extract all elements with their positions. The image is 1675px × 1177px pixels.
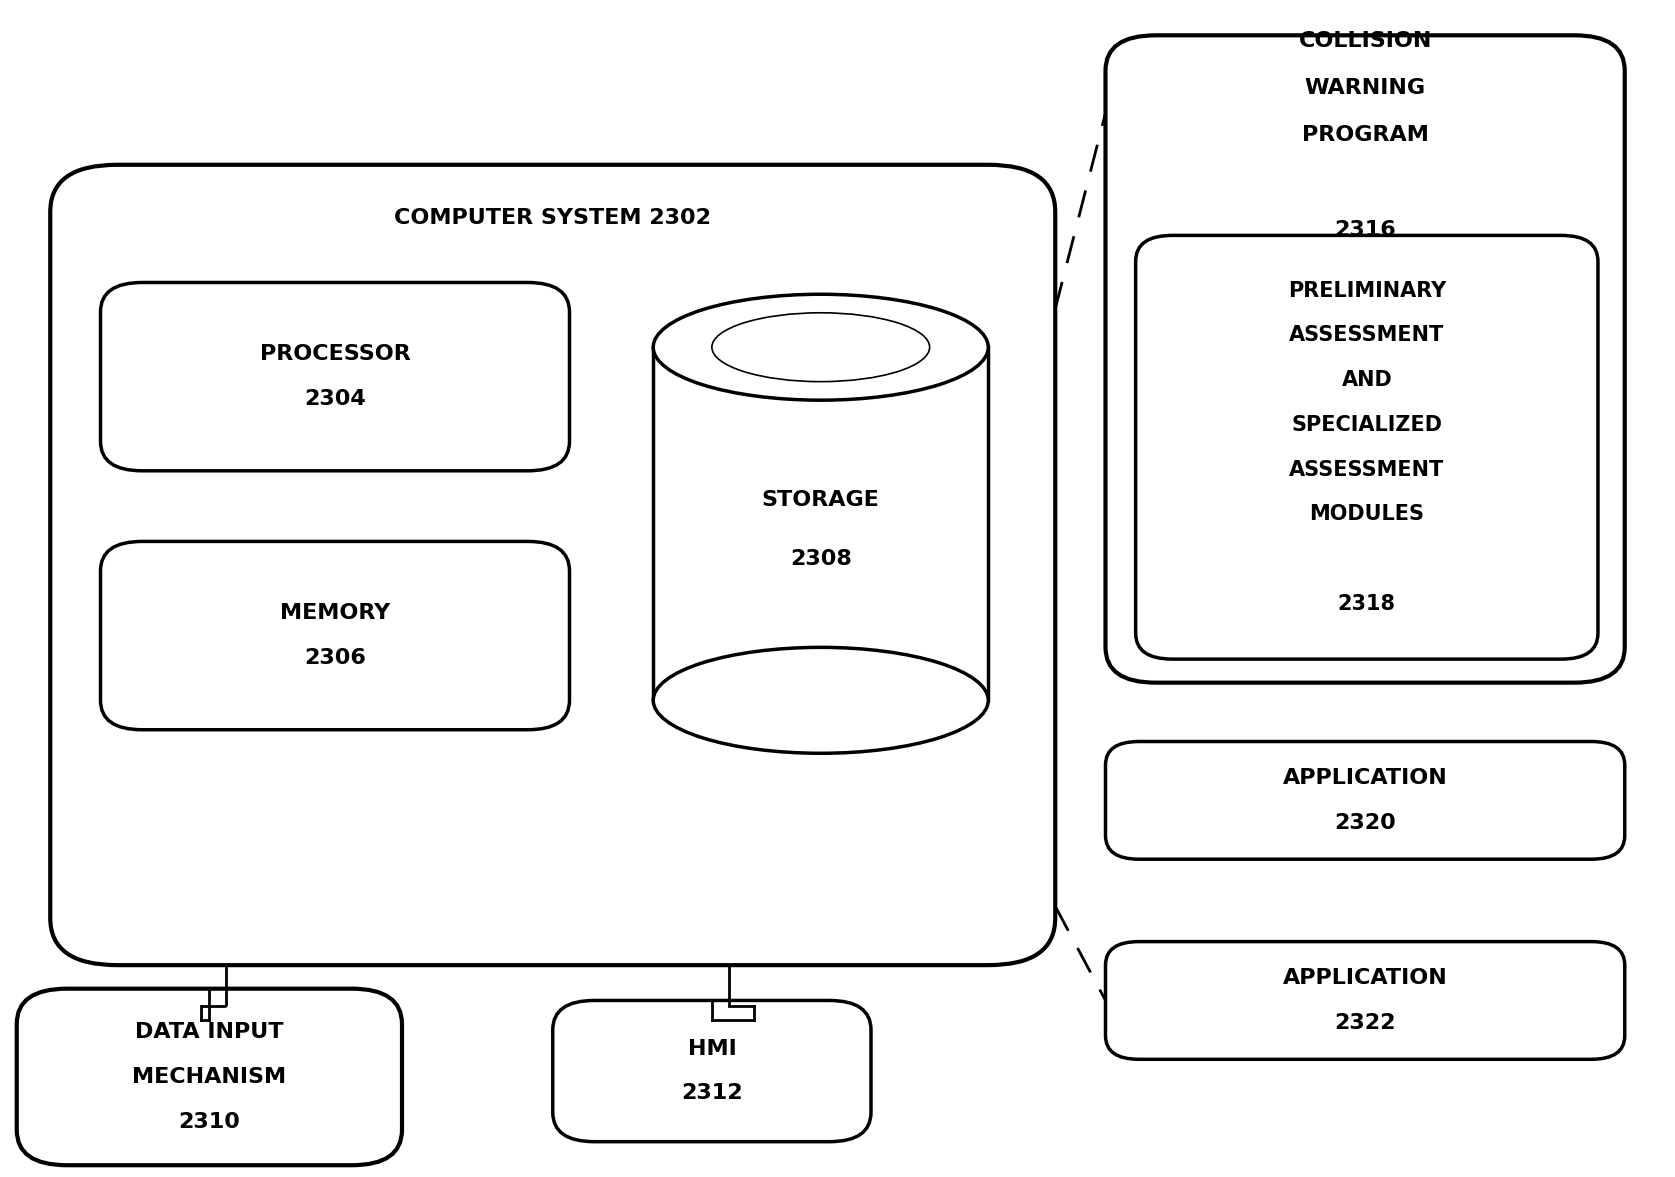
Text: 2312: 2312 [682, 1084, 742, 1103]
Text: 2306: 2306 [305, 649, 365, 667]
Bar [653, 347, 988, 700]
Text: ASSESSMENT: ASSESSMENT [1290, 460, 1444, 479]
Text: 2308: 2308 [791, 550, 851, 568]
Text: 2318: 2318 [1338, 594, 1395, 613]
Text: APPLICATION: APPLICATION [1283, 969, 1447, 988]
Text: 2310: 2310 [179, 1112, 240, 1131]
FancyBboxPatch shape [17, 989, 402, 1165]
Text: SPECIALIZED: SPECIALIZED [1291, 415, 1442, 434]
FancyBboxPatch shape [1106, 942, 1625, 1059]
FancyBboxPatch shape [1106, 742, 1625, 859]
FancyBboxPatch shape [50, 165, 1055, 965]
FancyBboxPatch shape [1136, 235, 1598, 659]
Text: 2316: 2316 [1335, 220, 1395, 239]
Text: AND: AND [1342, 371, 1392, 390]
Text: 2304: 2304 [305, 390, 365, 408]
Text: ASSESSMENT: ASSESSMENT [1290, 326, 1444, 345]
Text: 2320: 2320 [1335, 813, 1395, 832]
Text: APPLICATION: APPLICATION [1283, 769, 1447, 787]
FancyBboxPatch shape [100, 541, 570, 730]
Text: HMI: HMI [687, 1039, 737, 1058]
FancyBboxPatch shape [100, 282, 570, 471]
Text: MEMORY: MEMORY [280, 604, 390, 623]
Text: PROGRAM: PROGRAM [1301, 126, 1429, 145]
Ellipse shape [653, 294, 988, 400]
Text: WARNING: WARNING [1305, 79, 1425, 98]
Text: STORAGE: STORAGE [762, 491, 879, 510]
Ellipse shape [653, 647, 988, 753]
Text: PRELIMINARY: PRELIMINARY [1288, 281, 1446, 300]
Text: 2322: 2322 [1335, 1013, 1395, 1032]
Text: MODULES: MODULES [1310, 505, 1424, 524]
FancyBboxPatch shape [553, 1000, 871, 1142]
Text: DATA INPUT: DATA INPUT [136, 1023, 283, 1042]
FancyBboxPatch shape [1106, 35, 1625, 683]
Text: COLLISION: COLLISION [1298, 32, 1432, 51]
Text: MECHANISM: MECHANISM [132, 1068, 286, 1086]
Text: PROCESSOR: PROCESSOR [260, 345, 410, 364]
Text: COMPUTER SYSTEM 2302: COMPUTER SYSTEM 2302 [394, 208, 712, 227]
